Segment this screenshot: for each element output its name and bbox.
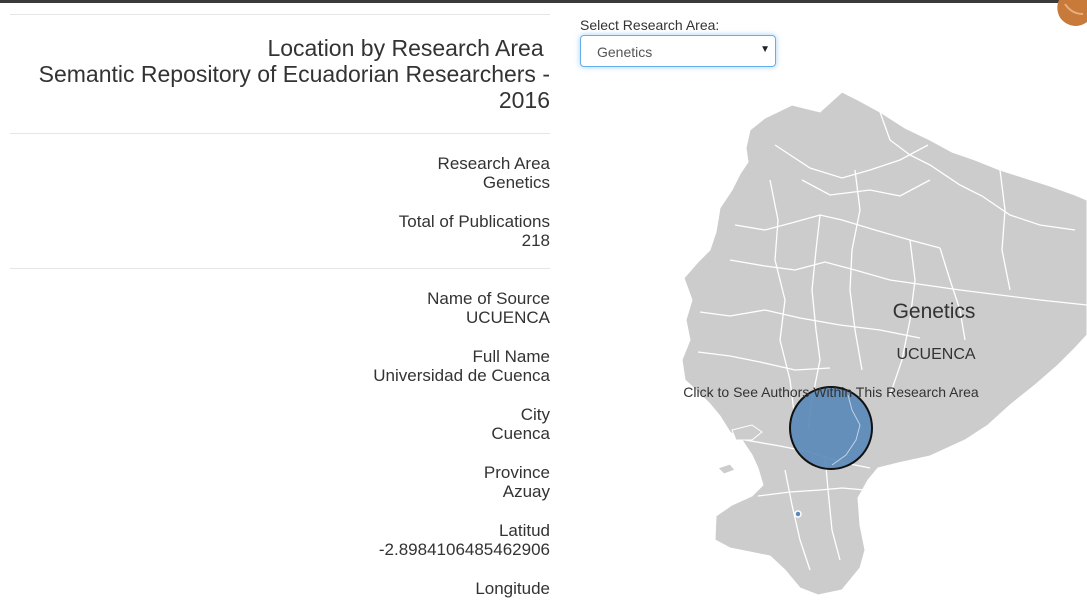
city-value: Cuenca <box>491 424 550 443</box>
publications-label: Total of Publications <box>398 212 550 231</box>
corner-decoration <box>1057 0 1087 26</box>
research-area-value: Genetics <box>482 173 550 192</box>
details-section: Name of Source UCUENCA Full Name Univers… <box>10 269 550 616</box>
latitude-item: Latitud -2.8984106485462906 <box>10 521 550 559</box>
fullname-value: Universidad de Cuenca <box>373 366 550 385</box>
divider <box>10 14 550 15</box>
map-area-title: Genetics <box>893 300 976 323</box>
city-label: City <box>520 405 550 424</box>
source-item: Name of Source UCUENCA <box>10 289 550 327</box>
map-source-label: UCUENCA <box>896 346 975 363</box>
longitude-label: Longitude <box>475 579 550 598</box>
research-area-select[interactable]: Genetics ▼ <box>580 35 776 67</box>
longitude-item: Longitude <box>10 579 550 598</box>
province-borders <box>697 111 1087 571</box>
site-marker[interactable] <box>794 510 802 518</box>
fullname-item: Full Name Universidad de Cuenca <box>10 347 550 385</box>
title-line-1: Location by Research Area <box>267 35 550 61</box>
country-shape <box>681 91 1087 596</box>
province-value: Azuay <box>502 482 550 501</box>
province-item: Province Azuay <box>10 463 550 501</box>
research-area-item: Research Area Genetics <box>10 154 550 192</box>
map-panel: Genetics UCUENCA Click to See Authors Wi… <box>580 0 1087 600</box>
latitude-value: -2.8984106485462906 <box>378 540 550 559</box>
fullname-label: Full Name <box>472 347 550 366</box>
publications-value: 218 <box>521 231 550 250</box>
source-label: Name of Source <box>427 289 550 308</box>
province-border-on-bubble <box>831 394 861 466</box>
divider <box>10 268 550 269</box>
title-line-2: Semantic Repository of Ecuadorian Resear… <box>38 61 550 87</box>
research-area-select-label: Select Research Area: <box>580 17 720 33</box>
info-panel: Location by Research Area Semantic Repos… <box>10 14 550 616</box>
island-shape <box>717 463 736 475</box>
map-hint: Click to See Authors Within This Researc… <box>683 384 979 400</box>
research-area-label: Research Area <box>437 154 550 173</box>
source-value: UCUENCA <box>465 308 550 327</box>
ecuador-map[interactable]: Genetics UCUENCA Click to See Authors Wi… <box>580 0 1087 600</box>
island-shape <box>731 424 763 441</box>
title-line-3: 2016 <box>498 87 550 113</box>
summary-section: Research Area Genetics Total of Publicat… <box>10 134 550 268</box>
province-label: Province <box>483 463 550 482</box>
divider <box>10 133 550 134</box>
publications-item: Total of Publications 218 <box>10 212 550 250</box>
city-item: City Cuenca <box>10 405 550 443</box>
page-title: Location by Research Area Semantic Repos… <box>10 15 550 133</box>
selected-value: Genetics <box>597 44 653 60</box>
chevron-down-icon: ▼ <box>760 44 770 55</box>
latitude-label: Latitud <box>498 521 550 540</box>
top-bar <box>0 0 1087 3</box>
